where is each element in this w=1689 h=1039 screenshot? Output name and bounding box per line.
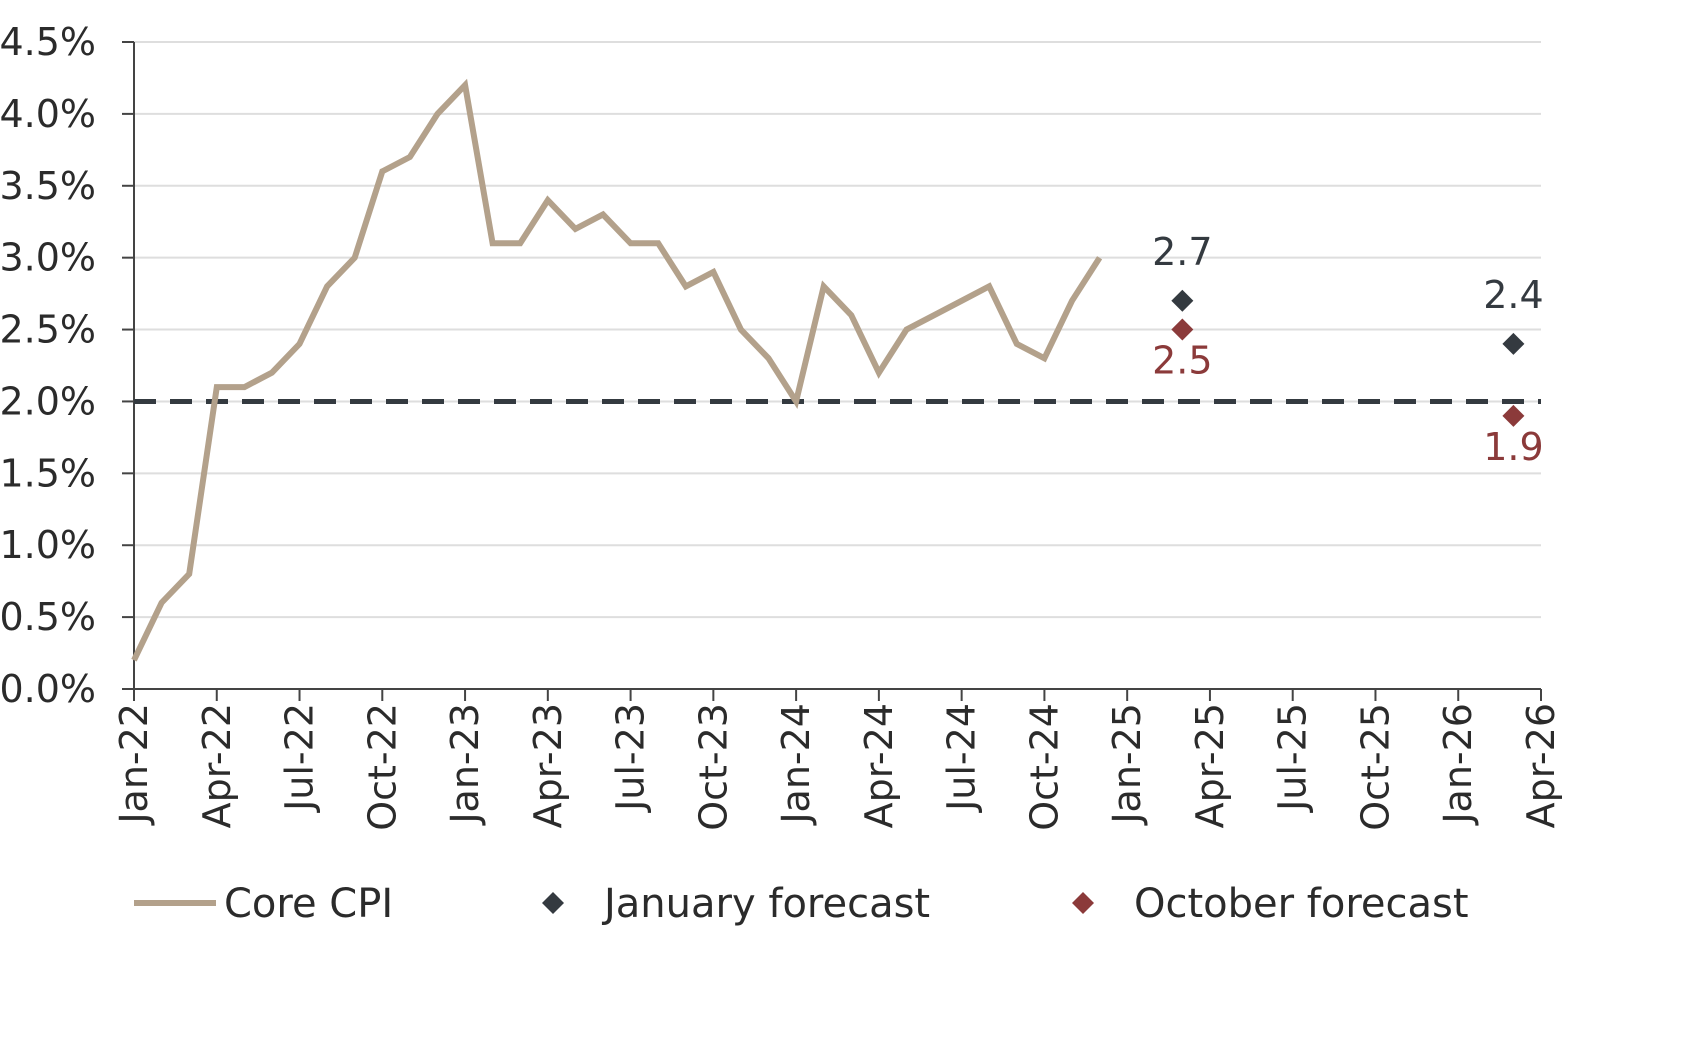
x-tick-label: Jan-25 <box>1105 703 1149 826</box>
y-tick-label: 1.5% <box>0 451 96 495</box>
x-tick-label: Oct-23 <box>691 703 735 831</box>
forecast-data-label: 1.9 <box>1483 425 1543 469</box>
legend-swatch-diamond <box>1072 892 1094 914</box>
x-tick-label: Jul-24 <box>940 703 984 813</box>
forecast-marker <box>1502 404 1525 427</box>
forecast-data-label: 2.5 <box>1152 339 1212 383</box>
forecast-marker <box>1171 289 1194 312</box>
forecast-data-label: 2.4 <box>1483 273 1543 317</box>
x-tick-label: Apr-25 <box>1188 703 1232 828</box>
x-tick-label: Jan-24 <box>774 703 818 826</box>
forecast-markers: 2.7 2.4 2.5 1.9 <box>1152 230 1543 469</box>
legend-label: Core CPI <box>224 881 393 927</box>
y-axis-ticks: 0.0% 0.5% 1.0% 1.5% 2.0% 2.5% 3.0% 3.5% 4.0% 4.5% <box>0 20 134 711</box>
x-tick-label: Apr-26 <box>1519 703 1563 828</box>
core-cpi-line <box>131 78 1103 662</box>
y-tick-label: 2.0% <box>0 379 96 423</box>
axes <box>133 42 1541 690</box>
legend-label: October forecast <box>1134 881 1469 927</box>
y-tick-label: 0.5% <box>0 595 96 639</box>
legend-swatch-diamond <box>542 892 564 914</box>
y-tick-label: 2.5% <box>0 308 96 352</box>
x-axis-ticks: Jan-22 Apr-22 Jul-22 Oct-22 Jan-23 Apr-23 Jul-… <box>112 689 1563 831</box>
x-tick-label: Jan-22 <box>112 703 156 826</box>
series-layer <box>131 78 1103 662</box>
x-tick-label: Apr-22 <box>195 703 239 828</box>
x-tick-label: Jan-23 <box>443 703 487 826</box>
y-tick-label: 0.0% <box>0 667 96 711</box>
x-tick-label: Jan-26 <box>1436 703 1480 826</box>
x-tick-label: Apr-23 <box>526 703 570 828</box>
gridlines <box>134 41 1541 619</box>
legend: Core CPI January forecast October forecast <box>134 881 1469 927</box>
forecast-marker <box>1502 332 1525 355</box>
x-tick-label: Jul-25 <box>1271 703 1315 813</box>
forecast-marker <box>1171 318 1194 341</box>
x-tick-label: Oct-22 <box>360 703 404 831</box>
x-tick-label: Oct-25 <box>1353 703 1397 831</box>
forecast-data-label: 2.7 <box>1152 230 1212 274</box>
x-tick-label: Jul-23 <box>609 703 653 813</box>
y-tick-label: 3.5% <box>0 164 96 208</box>
y-tick-label: 1.0% <box>0 523 96 567</box>
x-tick-label: Oct-24 <box>1022 703 1066 831</box>
x-tick-label: Apr-24 <box>857 703 901 828</box>
y-tick-label: 4.5% <box>0 20 96 64</box>
y-tick-label: 3.0% <box>0 236 96 280</box>
x-tick-label: Jul-22 <box>278 703 322 813</box>
legend-label: January forecast <box>601 881 930 927</box>
y-tick-label: 4.0% <box>0 92 96 136</box>
